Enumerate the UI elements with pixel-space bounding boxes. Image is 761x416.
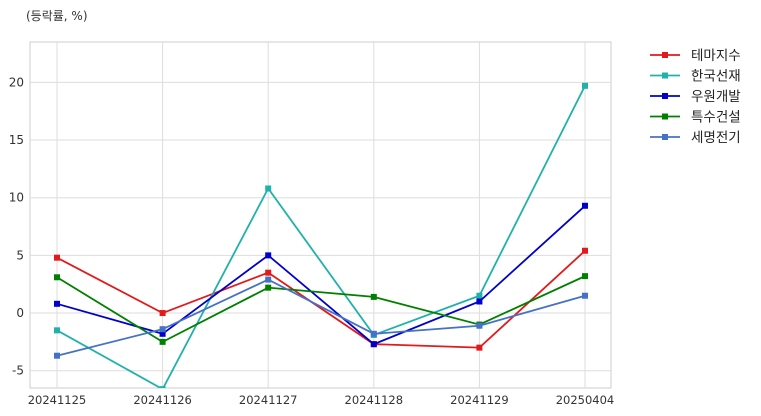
data-point (159, 338, 166, 345)
x-tick-label: 20241129 (450, 393, 509, 407)
data-point (370, 341, 377, 348)
data-point (582, 273, 588, 280)
y-tick-label: 15 (9, 133, 24, 147)
legend-marker (662, 93, 668, 99)
legend-label: 특수건설 (691, 110, 741, 126)
data-point (265, 276, 272, 283)
legend-label: 한국선재 (691, 69, 741, 85)
data-point (582, 292, 588, 299)
y-tick-label: 10 (9, 191, 24, 205)
x-tick-label: 20241128 (345, 393, 404, 407)
series-line (56, 278, 586, 357)
x-tick-label: 20241125 (28, 393, 87, 407)
y-tick-label: 20 (9, 75, 24, 89)
series-line (56, 85, 586, 388)
grid (29, 41, 612, 389)
data-point (582, 82, 588, 89)
data-point (265, 252, 272, 259)
data-point (582, 247, 588, 254)
data-point (54, 254, 60, 261)
legend-marker (662, 134, 668, 140)
data-point (476, 344, 483, 351)
series-5 (54, 276, 588, 359)
series-line (56, 250, 586, 349)
data-point (159, 386, 166, 388)
x-tick-label: 20241126 (133, 393, 192, 407)
legend-marker (662, 113, 668, 120)
data-point (265, 185, 272, 192)
axes: -5 0 5 10 15 20 20241125 20241126 20241127 202411… (9, 75, 615, 407)
unit-note: (등락률, %) (26, 9, 88, 23)
x-tick-label: 20250404 (556, 393, 615, 407)
data-point (476, 298, 483, 305)
legend-item: 특수건설 (650, 110, 741, 126)
legend-marker (662, 52, 668, 58)
y-tick-label: 5 (16, 248, 24, 262)
data-point (159, 330, 166, 337)
data-point (159, 310, 166, 317)
data-point (159, 326, 166, 333)
legend-label: 우원개발 (691, 89, 741, 105)
data-point (582, 202, 588, 209)
data-point (476, 322, 483, 329)
data-point (54, 352, 60, 359)
series-3 (54, 202, 588, 348)
series-line (56, 205, 586, 346)
series-line (56, 275, 586, 343)
legend-item: 한국선재 (650, 69, 741, 85)
y-tick-label: -5 (12, 364, 24, 378)
legend-marker (662, 72, 668, 79)
x-tick-label: 20241127 (239, 393, 298, 407)
data-point (54, 274, 60, 281)
series-lines (54, 82, 588, 388)
legend-item: 테마지수 (650, 48, 741, 64)
data-point (370, 293, 377, 300)
series-2 (54, 82, 588, 388)
data-point (265, 269, 272, 276)
legend-label: 테마지수 (691, 48, 741, 64)
legend-label: 세명전기 (691, 130, 741, 146)
data-point (54, 327, 60, 334)
data-point (265, 284, 272, 291)
data-point (370, 330, 377, 337)
legend-item: 세명전기 (650, 130, 741, 146)
data-point (476, 292, 483, 299)
legend-item: 우원개발 (650, 89, 741, 105)
y-tick-label: 0 (16, 306, 24, 320)
plot-frame (29, 41, 612, 389)
data-point (54, 300, 60, 307)
